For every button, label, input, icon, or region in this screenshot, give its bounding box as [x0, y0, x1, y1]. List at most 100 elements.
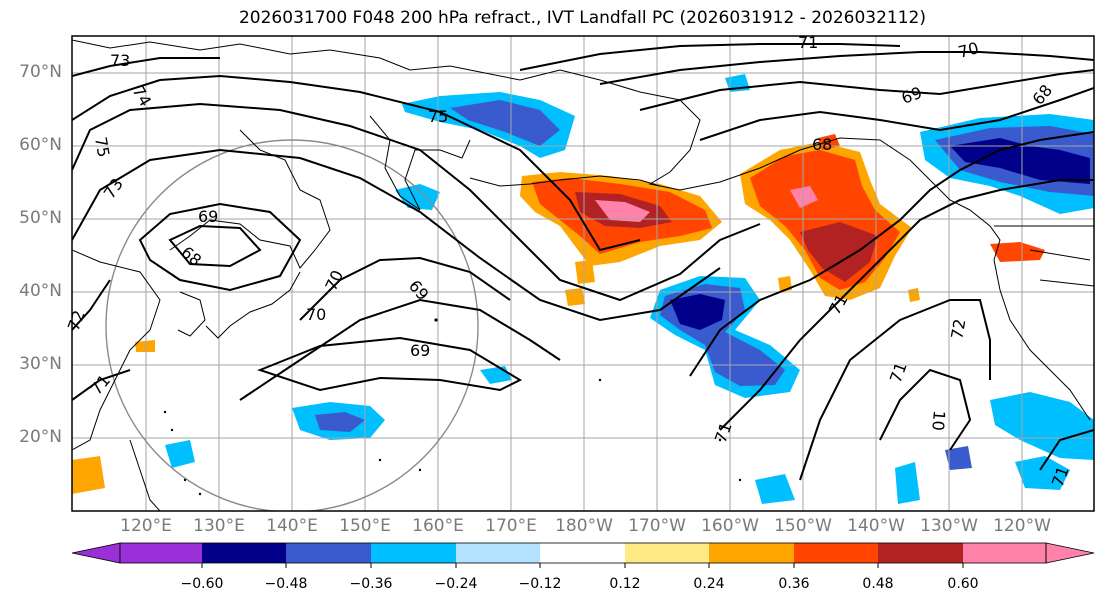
coast-kamchatka	[369, 115, 471, 211]
lon-label: 120°E	[120, 516, 172, 536]
range-ring	[105, 139, 479, 511]
lon-label: 150°W	[774, 516, 832, 536]
coast-alaska	[519, 69, 971, 211]
lon-label: 170°W	[628, 516, 686, 536]
contour-72-east	[799, 299, 991, 481]
contour-69-central	[257, 336, 523, 392]
colorbar	[71, 542, 1095, 568]
contour-label: 70	[306, 305, 326, 324]
contour-75-west	[72, 102, 761, 302]
neg-region-west-pacific-core	[315, 412, 365, 432]
colorbar-extend-left	[71, 542, 121, 564]
coast-us-borders	[994, 225, 1094, 287]
lat-label: 40°N	[19, 281, 62, 301]
lon-label: 170°E	[485, 516, 537, 536]
map-frame	[71, 35, 1095, 512]
contour-label: 70	[956, 38, 981, 62]
neg-region-south-patch	[165, 440, 195, 468]
colorbar-extend-right	[1045, 542, 1095, 564]
lat-label: 70°N	[19, 62, 62, 82]
neg-region-east-pacific-2	[1015, 456, 1070, 490]
contour-68-north	[699, 87, 1094, 141]
lat-label: 30°N	[19, 354, 62, 374]
contour-70-east	[879, 368, 972, 451]
pos-region-small-4	[135, 340, 155, 352]
contour-73-north	[72, 57, 220, 77]
shaded-regions	[72, 74, 1094, 504]
pos-region-us-west	[990, 242, 1045, 262]
colorbar-segment	[625, 543, 709, 563]
colorbar-tick-label: −0.60	[180, 576, 224, 592]
colorbar-tick-label: 0.12	[609, 576, 641, 592]
colorbar-tick-label: 0.24	[693, 576, 725, 592]
contour-69-loop	[138, 202, 302, 292]
lon-label: 160°W	[701, 516, 759, 536]
contour-label: 69	[198, 207, 218, 226]
colorbar-tick-label: −0.36	[349, 576, 393, 592]
contour-69-north	[639, 69, 1094, 111]
contour-71-se	[1039, 429, 1094, 471]
contour-71-north	[519, 43, 901, 71]
colorbar-segment	[456, 543, 540, 563]
colorbar-tick-label: 0.48	[862, 576, 894, 592]
contour-71-west	[72, 369, 131, 401]
lon-label: 140°E	[266, 516, 318, 536]
contour-label: 75	[91, 135, 113, 158]
pos-region-small-1	[575, 260, 595, 284]
neg-region-east-pacific	[990, 392, 1094, 460]
lat-label: 50°N	[19, 208, 62, 228]
neg-region-small-3	[945, 446, 972, 470]
coast-okhotsk	[169, 129, 331, 269]
pos-region-gulf-alaska-peak	[790, 186, 818, 208]
colorbar-segment	[878, 543, 963, 563]
neg-region-aleutian-core	[450, 100, 560, 146]
contour-label: 69	[410, 341, 430, 360]
lon-label: 130°E	[193, 516, 245, 536]
contour-label: 10	[928, 410, 949, 432]
neg-region-south-patch-3	[755, 474, 795, 504]
contour-label: 75	[428, 107, 448, 126]
colorbar-segment	[709, 543, 794, 563]
lon-label: 160°E	[412, 516, 464, 536]
colorbar-tick-label: −0.48	[264, 576, 308, 592]
coast-aleutians	[469, 175, 661, 187]
island-dots	[163, 318, 742, 496]
coast-korea	[177, 291, 206, 337]
lon-label: 140°W	[847, 516, 905, 536]
coast-asia-north	[72, 39, 521, 81]
pos-region-pacific-jet-peak	[595, 200, 650, 222]
map-title: 2026031700 F048 200 hPa refract., IVT La…	[238, 8, 926, 28]
colorbar-segment	[371, 543, 456, 563]
contour-71-east	[719, 179, 1094, 431]
contour-70-north	[599, 51, 1094, 85]
coast-philippines	[129, 439, 161, 511]
contour-68-loop	[168, 224, 262, 268]
lat-label: 60°N	[19, 135, 62, 155]
lon-label: 150°E	[339, 516, 391, 536]
contour-72-west	[72, 279, 111, 331]
contour-label: 72	[947, 317, 969, 340]
neg-region-central-pacific-core	[670, 294, 725, 330]
pos-region-small-5	[908, 288, 920, 302]
lon-label: 120°W	[993, 516, 1051, 536]
colorbar-segment	[963, 543, 1046, 563]
coast-china	[72, 249, 161, 451]
colorbar-tick-label: 0.36	[778, 576, 810, 592]
contours	[72, 43, 1094, 481]
contour-label: 71	[798, 33, 818, 52]
coast-bc	[969, 209, 1001, 261]
contour-70-central	[239, 298, 561, 401]
contour-70-b	[299, 256, 511, 321]
coast-us-west	[993, 259, 1091, 421]
contour-74	[72, 74, 641, 252]
colorbar-tick-label: 0.60	[947, 576, 979, 592]
colorbar-segment	[202, 543, 286, 563]
neg-region-canada-core	[950, 138, 1090, 184]
contour-73-west	[72, 148, 721, 322]
colorbar-segment	[120, 543, 202, 563]
colorbar-segment	[794, 543, 878, 563]
colorbar-tick-label: −0.24	[434, 576, 478, 592]
colorbar-segment	[540, 543, 625, 563]
contour-label: 73	[110, 51, 130, 70]
